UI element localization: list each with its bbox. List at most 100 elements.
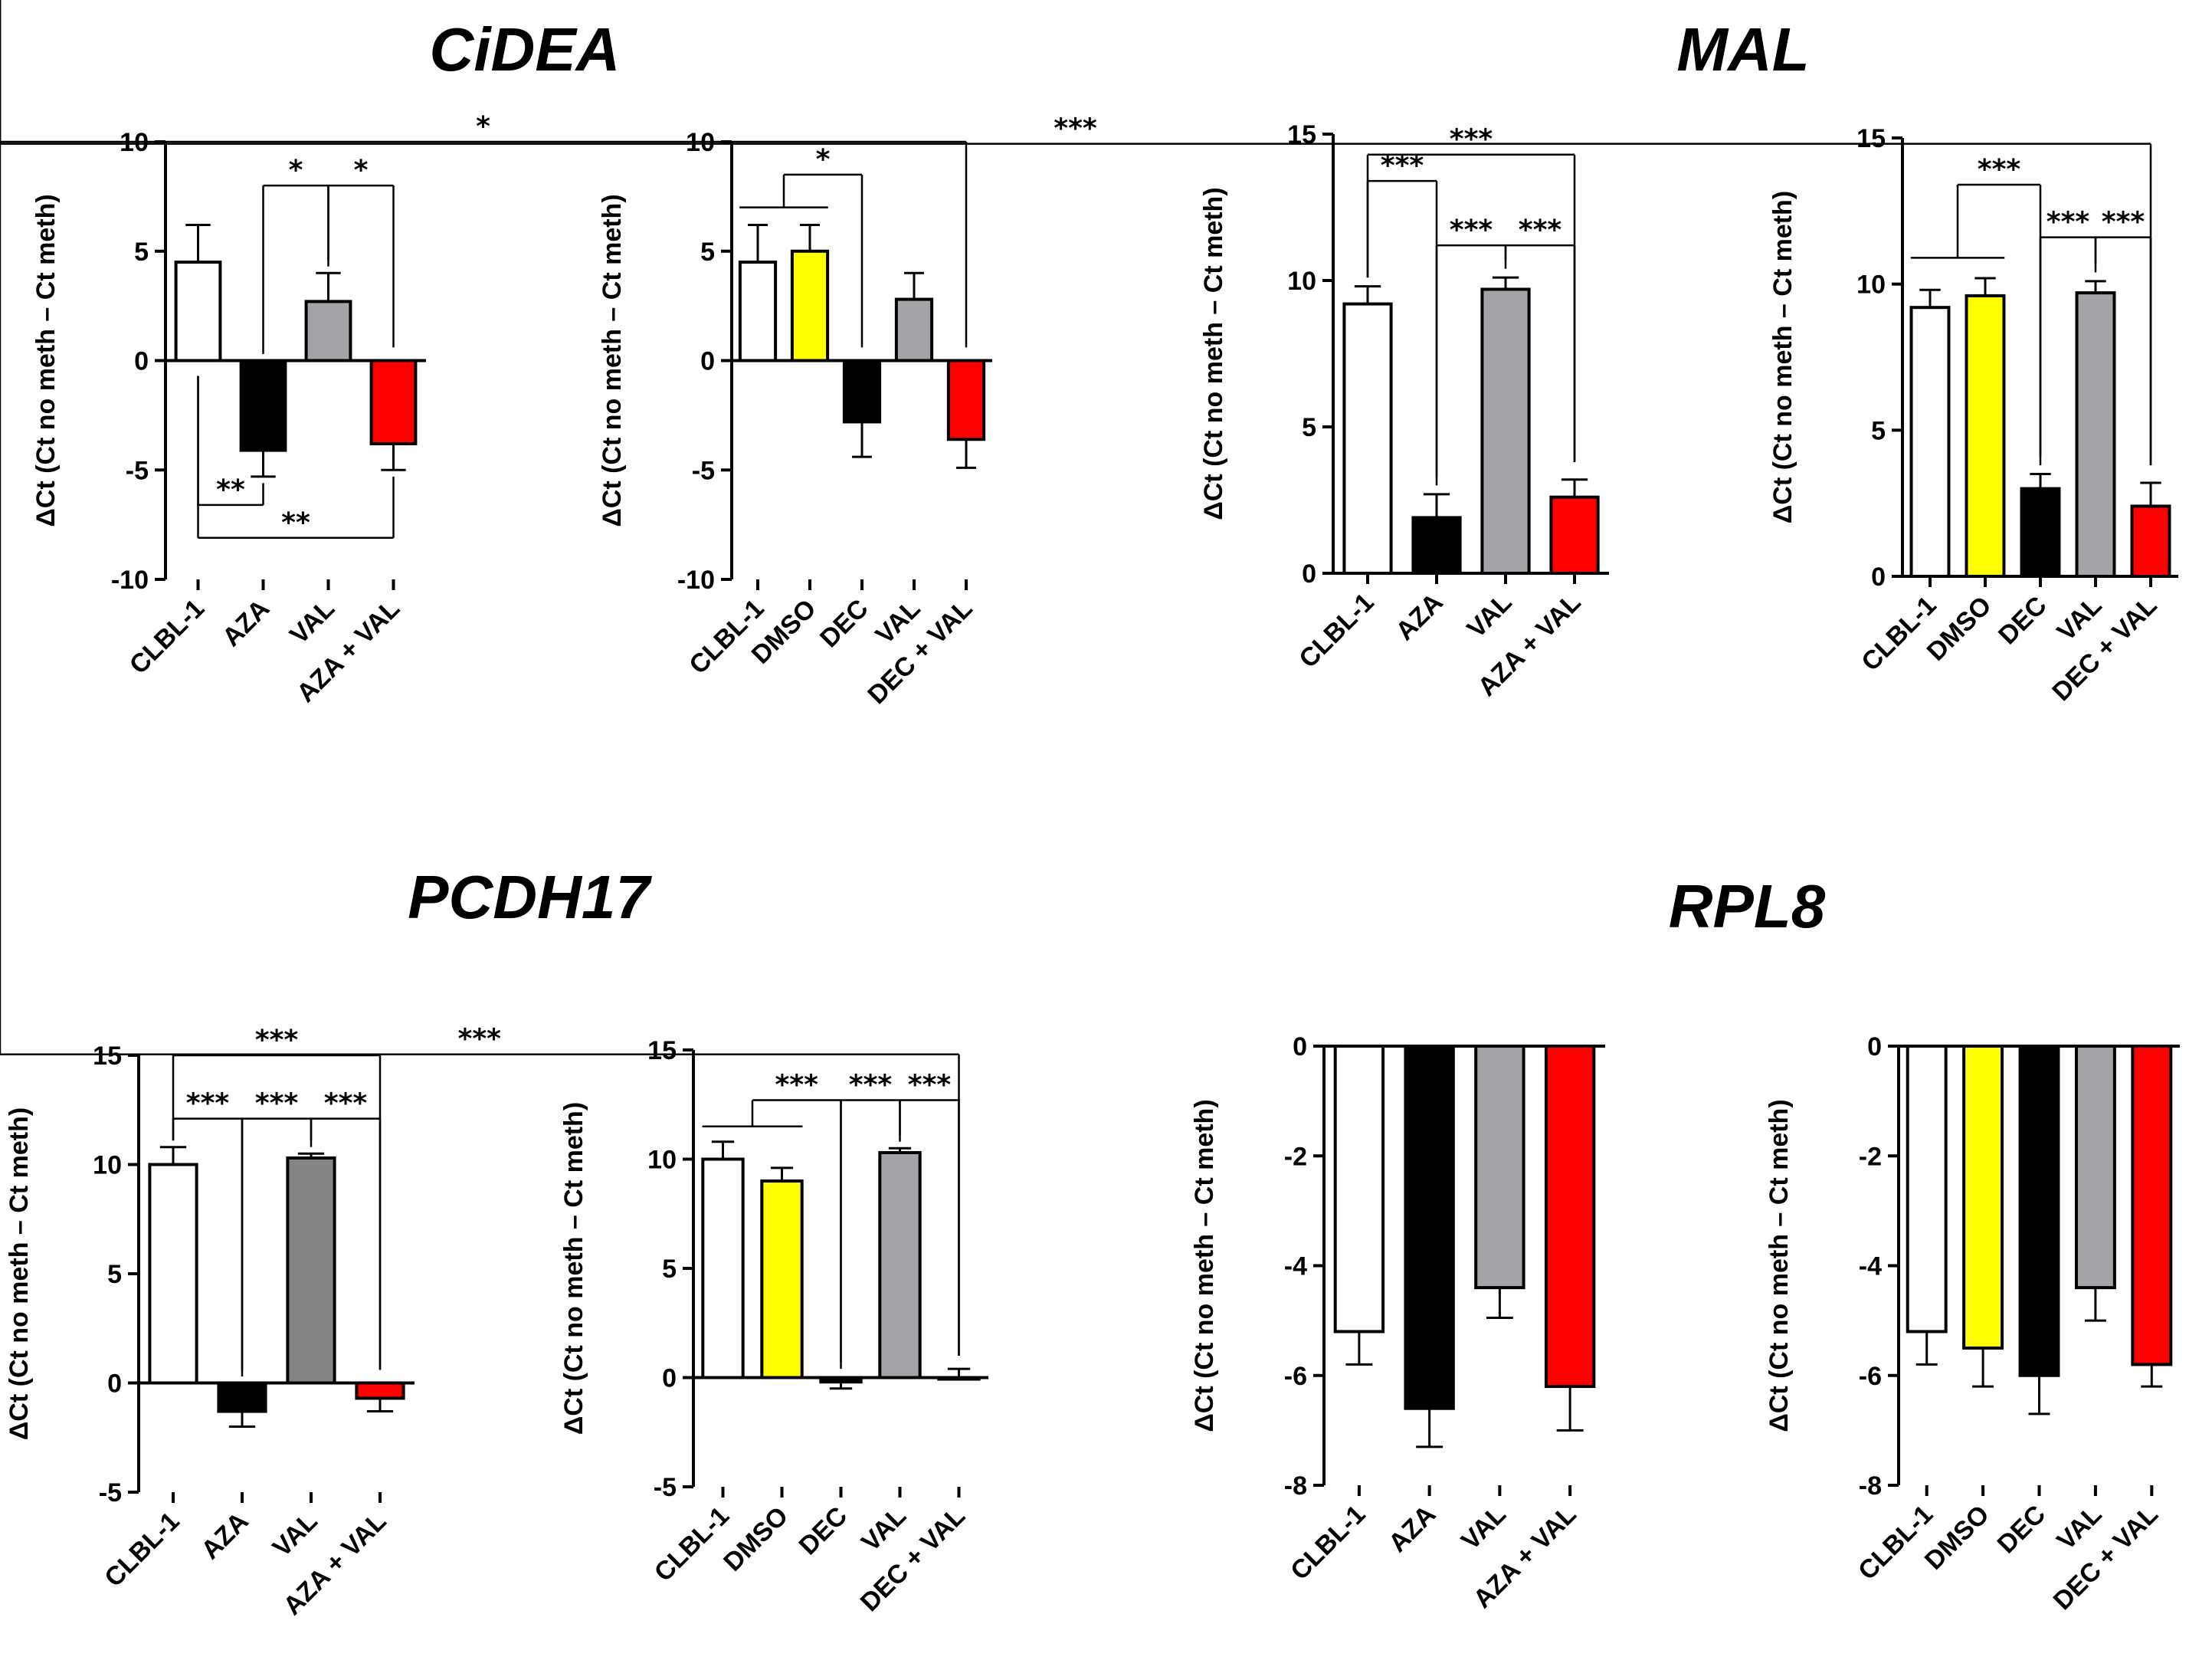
bar bbox=[2020, 487, 2061, 578]
category-label: DMSO bbox=[1919, 1500, 1995, 1576]
significance-label: *** bbox=[908, 1070, 952, 1101]
y-tick-label: -8 bbox=[1859, 1471, 1882, 1501]
significance-label: *** bbox=[255, 1088, 299, 1120]
bar bbox=[946, 359, 986, 441]
y-tick-label: 5 bbox=[134, 238, 149, 267]
bar bbox=[1965, 294, 2006, 578]
y-tick-label: -10 bbox=[111, 566, 149, 595]
y-tick-label: 15 bbox=[93, 1042, 122, 1071]
y-axis-label: ΔCt (Ct no meth – Ct meth) bbox=[5, 1107, 34, 1440]
significance-label: * bbox=[289, 155, 303, 186]
y-axis-label: ΔCt (Ct no meth – Ct meth) bbox=[598, 194, 627, 527]
category-label: DEC bbox=[814, 594, 874, 654]
bar bbox=[1474, 1045, 1525, 1290]
category-label: CLBL-1 bbox=[124, 594, 210, 680]
y-tick-label: 0 bbox=[1293, 1032, 1307, 1061]
significance-label: *** bbox=[458, 1024, 502, 1055]
significance-label: ** bbox=[216, 474, 245, 506]
bar bbox=[2075, 291, 2116, 578]
title-pcdh17: PCDH17 bbox=[408, 863, 652, 931]
category-label: VAL bbox=[267, 1507, 323, 1563]
y-axis-label: ΔCt (Ct no meth – Ct meth) bbox=[1190, 1099, 1219, 1432]
y-tick-label: 5 bbox=[662, 1255, 677, 1284]
bar bbox=[369, 359, 418, 445]
y-tick-label: 5 bbox=[1302, 413, 1316, 442]
bar bbox=[1404, 1045, 1455, 1410]
bar bbox=[760, 1179, 804, 1380]
category-label: CLBL-1 bbox=[649, 1501, 735, 1587]
category-label: VAL bbox=[284, 594, 340, 650]
bar bbox=[1962, 1045, 2004, 1350]
category-label: DEC bbox=[1993, 591, 2053, 651]
category-label: AZA bbox=[195, 1507, 254, 1565]
y-tick-label: 0 bbox=[1302, 559, 1316, 589]
y-axis-label: ΔCt (Ct no meth – Ct meth) bbox=[31, 194, 61, 527]
bar bbox=[148, 1163, 198, 1385]
category-label: DEC + VAL bbox=[2048, 1500, 2164, 1616]
category-label: CLBL-1 bbox=[1285, 1500, 1371, 1586]
significance-label: ** bbox=[281, 507, 310, 539]
significance-label: *** bbox=[1519, 215, 1562, 246]
category-label: CLBL-1 bbox=[1853, 1500, 1938, 1586]
bar bbox=[286, 1156, 336, 1385]
category-label: AZA bbox=[1390, 588, 1448, 646]
category-label: VAL bbox=[1456, 1500, 1512, 1556]
bar bbox=[217, 1381, 267, 1413]
significance-label: *** bbox=[255, 1025, 299, 1056]
category-label: VAL bbox=[1461, 588, 1517, 644]
title-rpl8: RPL8 bbox=[1669, 872, 1826, 940]
bar bbox=[1906, 1045, 1948, 1334]
bar bbox=[1342, 302, 1393, 575]
y-tick-label: -4 bbox=[1284, 1252, 1307, 1281]
bar bbox=[2131, 1045, 2173, 1366]
bar bbox=[1333, 1045, 1385, 1334]
y-tick-label: 5 bbox=[700, 238, 715, 267]
bar bbox=[1480, 287, 1531, 575]
category-label: DEC bbox=[1992, 1500, 2052, 1560]
y-tick-label: 0 bbox=[700, 347, 715, 376]
bar bbox=[1411, 516, 1462, 575]
significance-label: *** bbox=[1450, 215, 1493, 246]
y-tick-label: -10 bbox=[677, 566, 715, 595]
chart-rpl8-aza: 0 -2 -4 -6 -8 ΔCt (Ct no meth – Ct meth) CLBL-… bbox=[1190, 1032, 1605, 1614]
category-label: DEC + VAL bbox=[855, 1501, 971, 1617]
category-label: CLBL-1 bbox=[683, 594, 769, 680]
bar bbox=[2130, 504, 2171, 578]
y-tick-label: -8 bbox=[1284, 1471, 1307, 1501]
bar bbox=[1909, 306, 1951, 578]
category-label: DEC bbox=[794, 1501, 854, 1561]
y-tick-label: -6 bbox=[1859, 1362, 1882, 1391]
bar bbox=[701, 1157, 745, 1380]
category-label: AZA bbox=[217, 594, 275, 652]
category-label: AZA bbox=[1383, 1500, 1441, 1558]
bar bbox=[894, 297, 934, 363]
significance-label: * bbox=[354, 155, 369, 186]
chart-mal-aza: 15 10 5 0 ΔCt (Ct no meth – Ct meth) CLBL-1 AZ… bbox=[1199, 120, 1609, 702]
y-tick-label: 15 bbox=[1856, 124, 1886, 153]
y-tick-label: 5 bbox=[107, 1260, 122, 1289]
category-label: DEC + VAL bbox=[2047, 591, 2162, 707]
y-tick-label: 0 bbox=[1871, 563, 1886, 592]
bar bbox=[2074, 1045, 2116, 1290]
y-tick-label: 0 bbox=[134, 347, 149, 376]
significance-label: * bbox=[476, 111, 490, 143]
significance-label: *** bbox=[1978, 154, 2021, 185]
category-label: DMSO bbox=[718, 1501, 794, 1577]
title-mal: MAL bbox=[1676, 15, 1809, 84]
y-tick-label: 15 bbox=[1287, 120, 1316, 149]
chart-rpl8-dec: 0 -2 -4 -6 -8 ΔCt (Ct no meth – Ct meth) CLBL-… bbox=[1765, 1032, 2180, 1616]
bar bbox=[738, 261, 778, 363]
category-label: CLBL-1 bbox=[1293, 588, 1379, 674]
y-tick-label: 10 bbox=[1856, 271, 1886, 300]
significance-label: *** bbox=[2047, 207, 2090, 238]
y-tick-label: -5 bbox=[126, 456, 149, 485]
y-tick-label: 0 bbox=[107, 1370, 122, 1399]
significance-label: *** bbox=[775, 1070, 819, 1101]
significance-label: *** bbox=[186, 1088, 230, 1120]
significance-label: *** bbox=[324, 1088, 368, 1120]
bar bbox=[239, 359, 287, 452]
significance-label: *** bbox=[849, 1070, 893, 1101]
